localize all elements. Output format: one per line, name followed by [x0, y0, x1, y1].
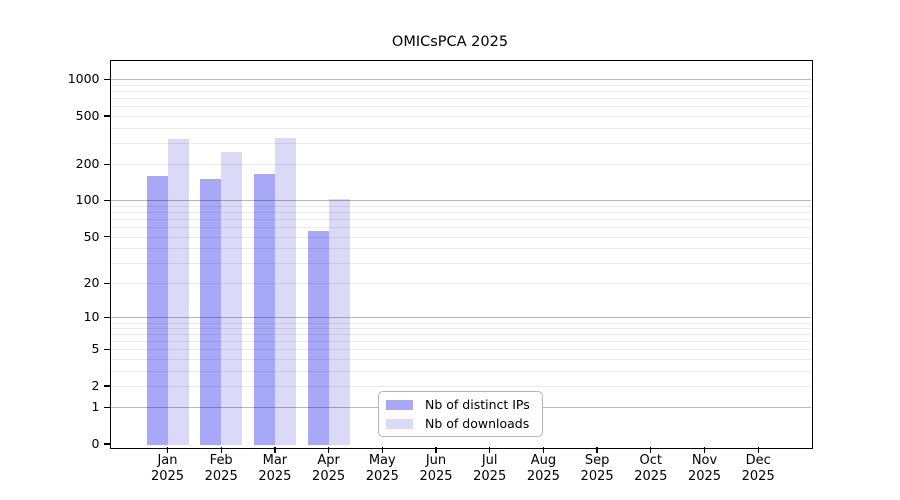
x-tick-label: Dec 2025	[741, 452, 775, 485]
x-tick-label: Feb 2025	[204, 452, 238, 485]
legend-label-downloads: Nb of downloads	[425, 416, 530, 431]
gridline-minor	[110, 328, 811, 330]
y-tick-mark	[103, 385, 110, 387]
bar-distinct-ips-apr	[307, 230, 329, 446]
gridline-minor	[110, 236, 811, 238]
bar-distinct-ips-jan	[146, 175, 168, 446]
gridline-minor	[110, 370, 811, 372]
gridline-minor	[110, 127, 811, 129]
x-tick-mark	[327, 446, 330, 453]
y-tick-label: 1000	[67, 71, 100, 87]
x-tick-label: Jun 2025	[419, 452, 453, 485]
bar-downloads-jan	[167, 139, 189, 446]
y-tick-label: 0	[91, 436, 100, 451]
gridline-minor	[110, 283, 811, 285]
gridline-minor	[110, 262, 811, 264]
x-tick-label: Oct 2025	[634, 452, 668, 485]
x-tick-label: May 2025	[365, 452, 399, 485]
y-tick-mark	[103, 348, 110, 351]
x-tick-mark	[757, 446, 759, 453]
x-tick-mark	[274, 446, 276, 453]
x-tick-mark	[542, 446, 545, 453]
y-tick-mark	[103, 163, 110, 165]
gridline-minor	[110, 91, 811, 93]
legend-swatch-distinct-ips	[386, 399, 413, 410]
gridline-minor	[110, 386, 811, 388]
y-tick-label: 50	[83, 228, 100, 244]
bar-distinct-ips-mar	[253, 173, 275, 446]
x-tick-label: Mar 2025	[258, 452, 292, 485]
chart-title: OMICsPCA 2025	[391, 34, 509, 50]
gridline-minor	[110, 98, 811, 100]
gridline-minor	[110, 219, 811, 221]
x-tick-label: Sep 2025	[580, 452, 614, 485]
gridline-minor	[110, 106, 811, 108]
x-tick-mark	[166, 446, 169, 453]
legend-item-distinct-ips: Nb of distinct IPs	[386, 397, 542, 412]
x-tick-mark	[489, 446, 491, 453]
x-tick-label: Apr 2025	[312, 452, 346, 485]
x-tick-label: Aug 2025	[526, 452, 560, 485]
y-tick-mark	[103, 115, 110, 117]
gridline-minor	[110, 142, 811, 144]
gridline-minor	[110, 322, 811, 324]
bar-downloads-feb	[221, 152, 243, 446]
y-tick-mark	[103, 235, 110, 238]
y-tick-mark	[103, 282, 110, 285]
bar-downloads-mar	[274, 138, 296, 446]
y-tick-label: 20	[83, 275, 100, 291]
gridline-minor	[110, 334, 811, 336]
y-tick-mark	[103, 199, 110, 202]
x-tick-mark	[220, 446, 222, 453]
y-tick-label: 100	[75, 192, 100, 208]
y-tick-mark	[103, 406, 110, 409]
y-tick-label: 2	[91, 378, 100, 394]
y-tick-mark	[103, 316, 110, 319]
x-tick-label: Nov 2025	[687, 452, 722, 485]
gridline-minor	[110, 349, 811, 351]
legend: Nb of distinct IPs Nb of downloads	[378, 391, 543, 437]
gridline-major	[110, 79, 811, 81]
x-tick-label: Jan 2025	[150, 452, 185, 485]
legend-item-downloads: Nb of downloads	[386, 416, 542, 431]
legend-swatch-downloads	[386, 418, 413, 429]
y-tick-label: 500	[75, 107, 100, 123]
gridline-minor	[110, 227, 811, 229]
x-tick-mark	[703, 446, 706, 453]
gridline-major	[110, 200, 811, 202]
x-tick-mark	[650, 446, 652, 453]
y-tick-label: 10	[83, 309, 100, 325]
x-tick-label: Jul 2025	[473, 452, 507, 485]
x-tick-mark	[435, 446, 437, 453]
gridline-minor	[110, 115, 811, 117]
y-tick-label: 200	[75, 156, 100, 172]
bar-distinct-ips-feb	[200, 179, 222, 446]
gridline-minor	[110, 212, 811, 214]
gridline-major	[110, 317, 811, 319]
gridline-minor	[110, 248, 811, 250]
y-tick-label: 1	[91, 399, 100, 415]
gridline-minor	[110, 359, 811, 361]
x-tick-mark	[596, 446, 598, 453]
y-tick-mark	[103, 78, 110, 81]
y-tick-label: 5	[91, 341, 100, 357]
gridline-minor	[110, 164, 811, 166]
gridline-minor	[110, 341, 811, 343]
gridline-minor	[110, 205, 811, 207]
gridline-minor	[110, 85, 811, 86]
bar-downloads-apr	[328, 199, 350, 446]
x-tick-mark	[381, 446, 383, 453]
legend-label-distinct-ips: Nb of distinct IPs	[425, 397, 530, 412]
y-tick-mark	[103, 443, 110, 445]
